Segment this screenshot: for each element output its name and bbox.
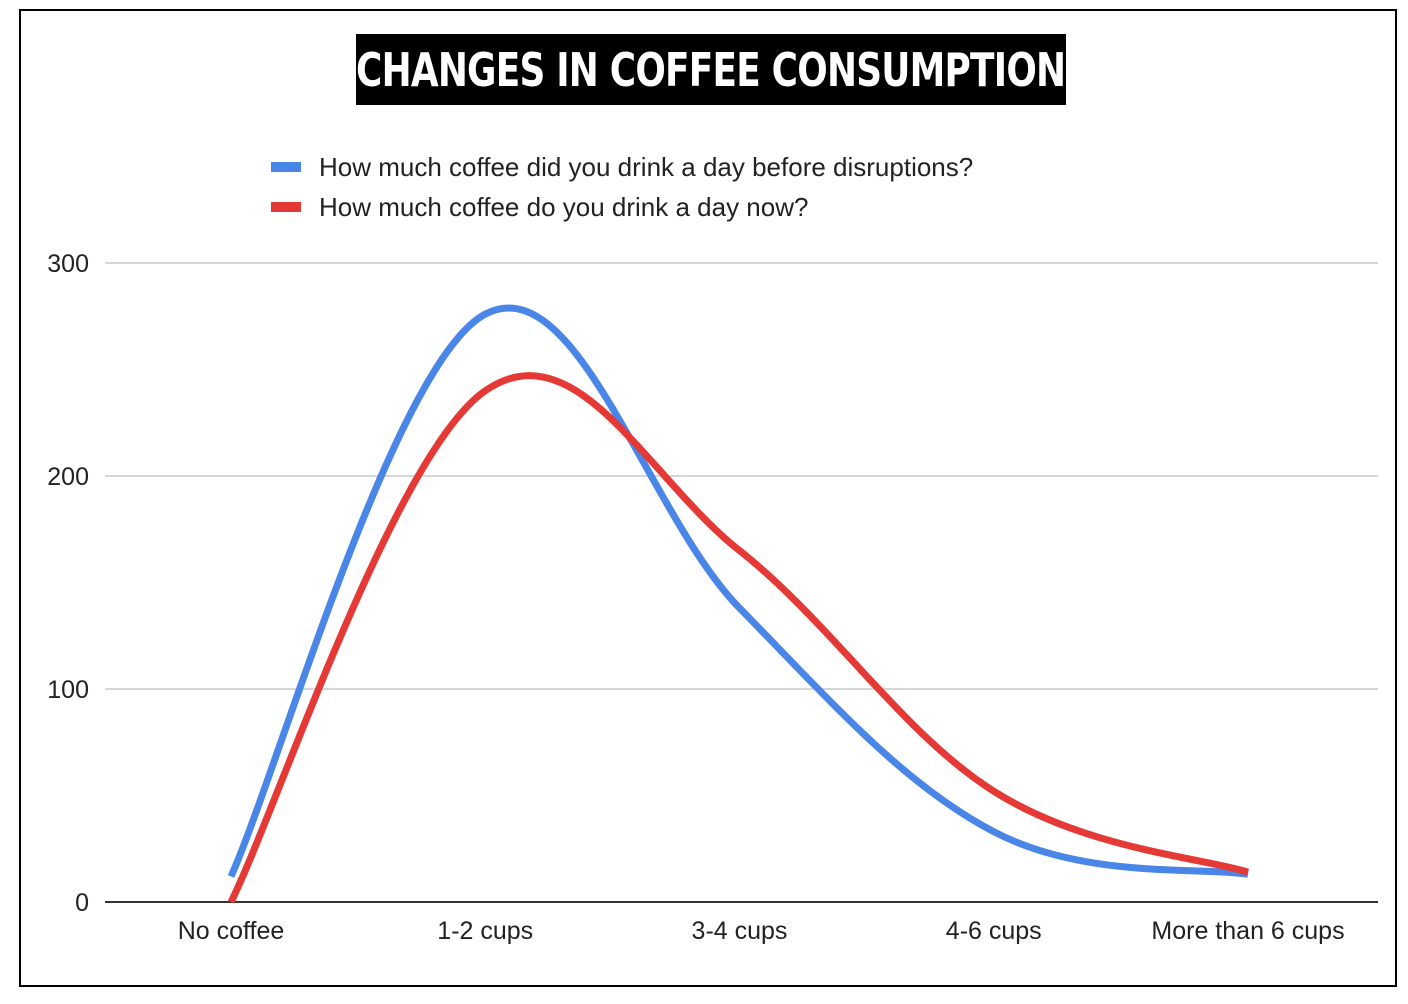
- y-tick-label: 300: [47, 250, 89, 278]
- chart-title: CHANGES IN COFFEE CONSUMPTION: [356, 42, 1066, 97]
- legend: How much coffee did you drink a day befo…: [271, 152, 973, 222]
- legend-label-1: How much coffee did you drink a day befo…: [319, 152, 973, 182]
- x-tick-label: 1-2 cups: [437, 917, 533, 945]
- legend-swatch-2: [271, 202, 301, 212]
- grid-lines: [105, 262, 1378, 903]
- y-tick-label: 200: [47, 463, 89, 491]
- series-lines: [227, 304, 1250, 904]
- x-axis-ticks: No coffee 1-2 cups 3-4 cups 4-6 cups More th…: [178, 917, 1345, 945]
- x-tick-label: No coffee: [178, 917, 285, 945]
- legend-swatch-1: [271, 162, 301, 172]
- x-tick-label: 4-6 cups: [946, 917, 1042, 945]
- y-tick-label: 100: [47, 676, 89, 704]
- chart-title-box: CHANGES IN COFFEE CONSUMPTION: [356, 34, 1066, 105]
- series-line-2: [227, 372, 1250, 904]
- legend-label-2: How much coffee do you drink a day now?: [319, 192, 808, 222]
- x-tick-label: 3-4 cups: [692, 917, 788, 945]
- x-tick-label: More than 6 cups: [1151, 917, 1344, 945]
- y-tick-label: 0: [75, 889, 89, 917]
- series-line-1: [227, 304, 1249, 878]
- y-axis-ticks: 0 100 200 300: [47, 250, 89, 917]
